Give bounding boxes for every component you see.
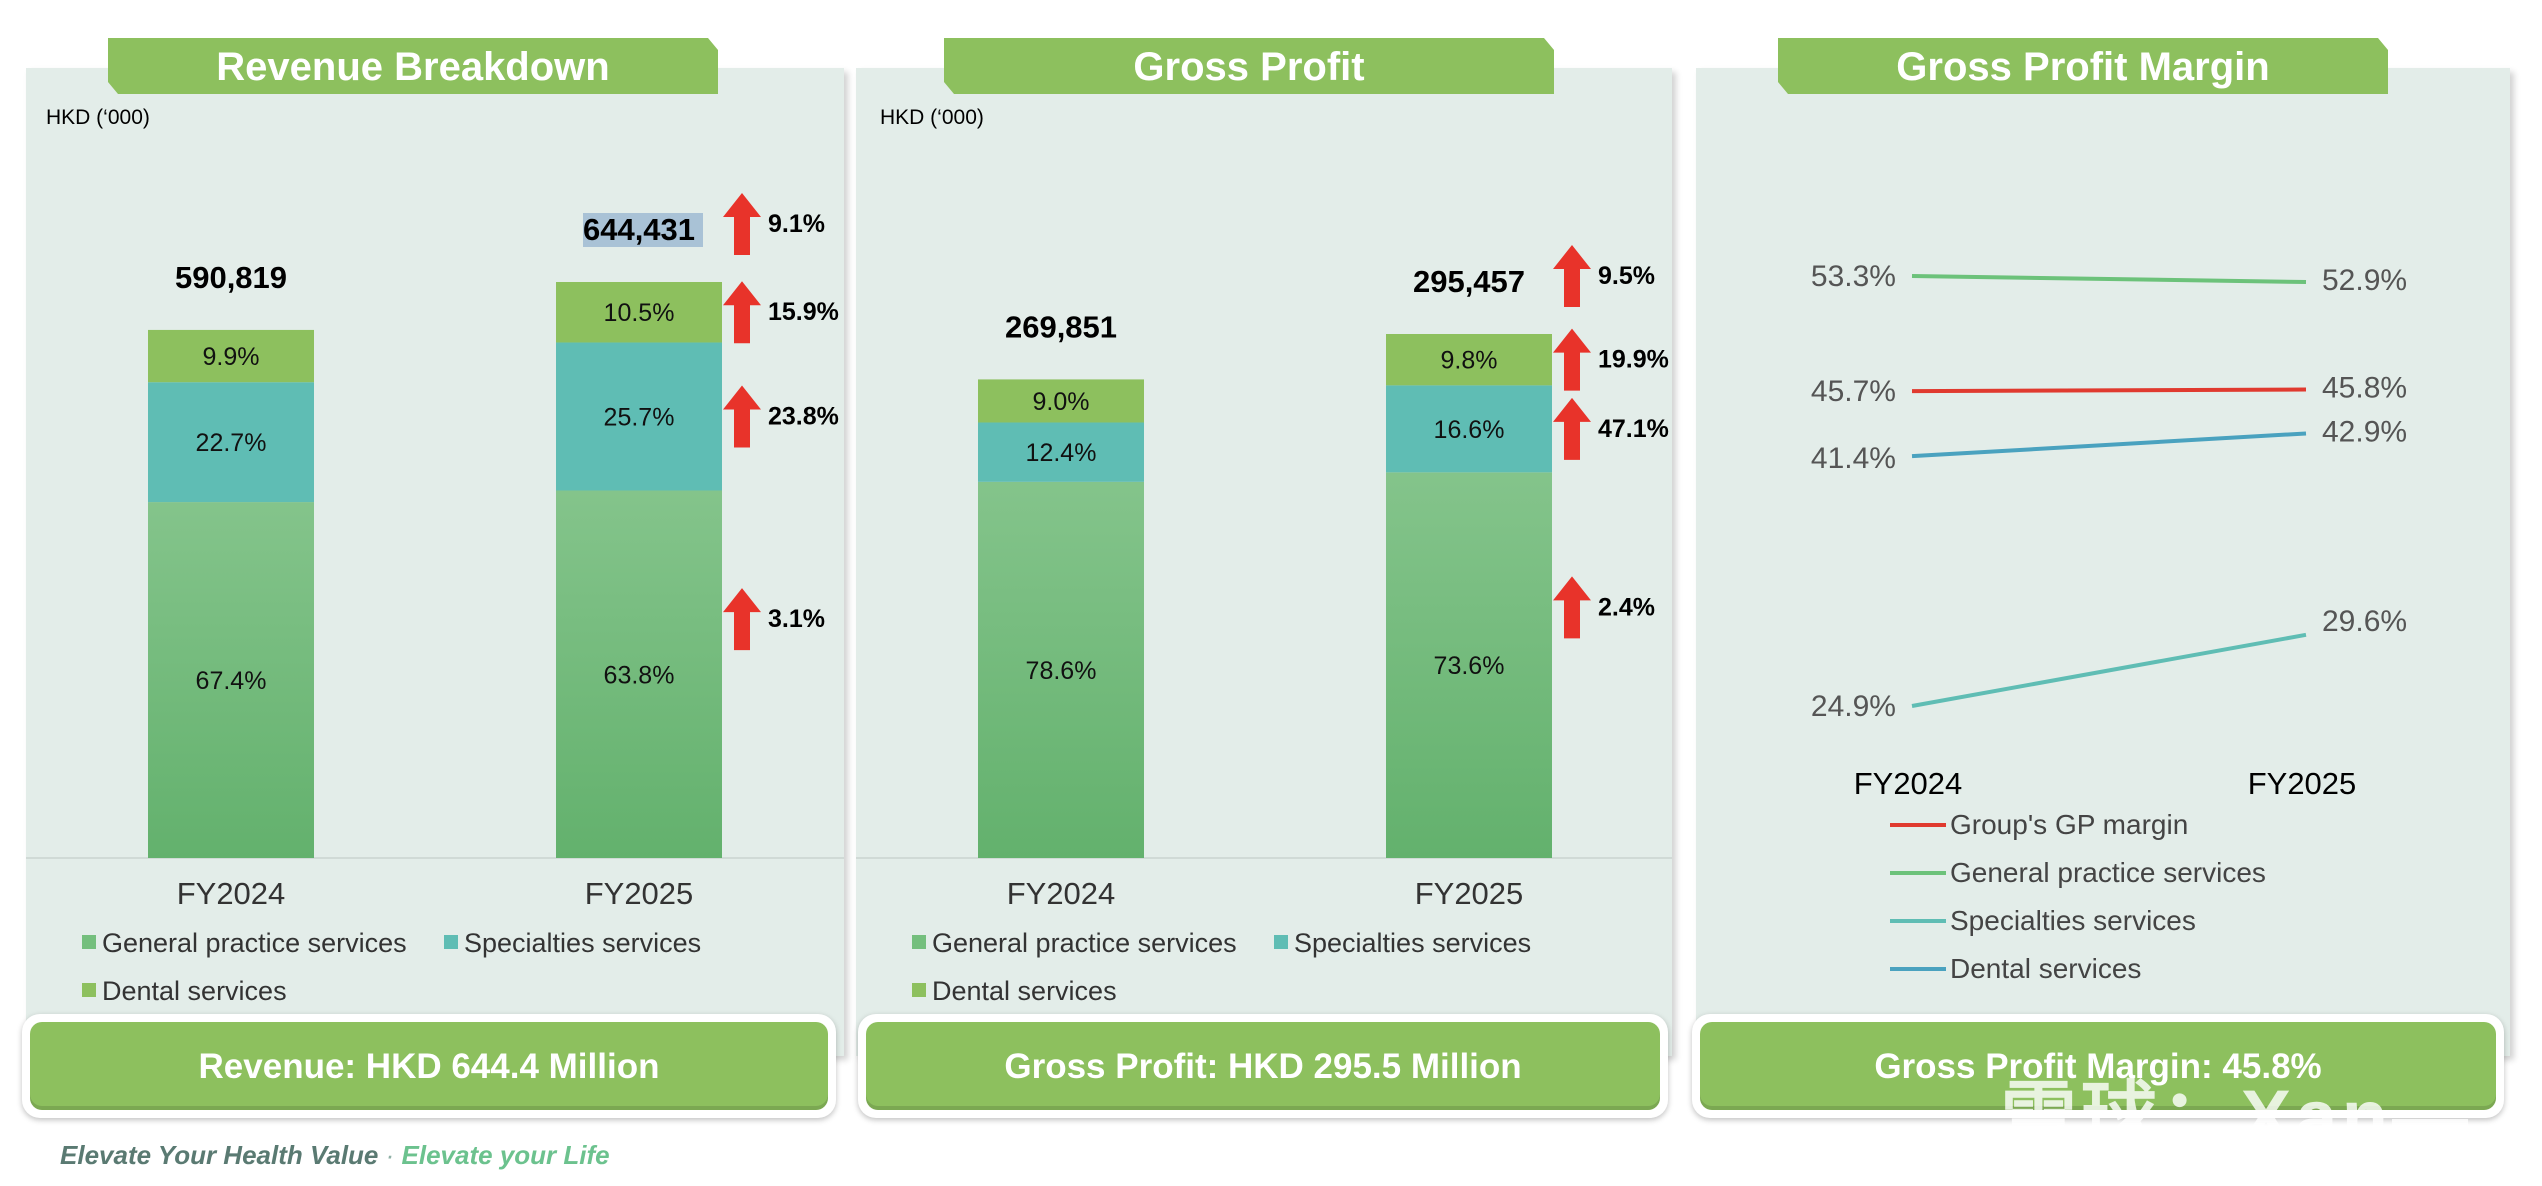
growth-arrow-general xyxy=(1553,576,1591,639)
growth-label-general: 3.1% xyxy=(768,605,825,633)
data-label-fy2024-dental: 9.9% xyxy=(203,343,260,371)
gross-profit-summary: Gross Profit: HKD 295.5 Million xyxy=(866,1022,1660,1110)
x-tick-fy2025: FY2025 xyxy=(1415,876,1524,911)
legend-label-dental: Dental services xyxy=(102,976,287,1006)
bar-fy2025-general xyxy=(556,490,722,858)
legend-label-general: General practice services xyxy=(932,928,1237,958)
legend-swatch-specialties xyxy=(1274,935,1288,949)
point-label-fy2024-specialties: 24.9% xyxy=(1811,690,1896,723)
bar-fy2025-specialties xyxy=(1386,385,1552,473)
gross-profit-title: Gross Profit xyxy=(944,38,1554,94)
data-label-fy2024-specialties: 22.7% xyxy=(196,429,267,457)
revenue-unit-label: HKD (‘000) xyxy=(46,106,150,129)
bar-fy2024-specialties xyxy=(148,382,314,503)
legend-swatch-general xyxy=(912,935,926,949)
data-label-fy2025-specialties: 16.6% xyxy=(1434,416,1505,444)
growth-label-total: 9.1% xyxy=(768,210,825,238)
data-label-fy2025-general: 73.6% xyxy=(1434,652,1505,680)
data-label-fy2025-dental: 10.5% xyxy=(604,299,675,327)
revenue-summary: Revenue: HKD 644.4 Million xyxy=(30,1022,828,1110)
point-label-fy2025-general: 52.9% xyxy=(2322,264,2407,297)
legend-label-specialties: Specialties services xyxy=(464,928,701,958)
growth-label-specialties: 47.1% xyxy=(1598,415,1669,443)
gross-profit-stacked-bar-chart: 78.6% 12.4% 9.0% 269,851 FY2024 73.6% 16.6% 9.8… xyxy=(856,245,1672,1006)
footer-left: Elevate Your Health Value xyxy=(60,1140,379,1170)
data-label-fy2024-specialties: 12.4% xyxy=(1026,439,1097,467)
point-label-fy2024-dental: 41.4% xyxy=(1811,442,1896,475)
gross-profit-unit-label: HKD (‘000) xyxy=(880,106,984,129)
footer-right: Elevate your Life xyxy=(401,1140,610,1170)
total-label-fy2024: 590,819 xyxy=(175,260,287,295)
total-label-fy2025: 644,431 xyxy=(583,212,695,247)
x-tick-fy2025: FY2025 xyxy=(585,876,694,911)
margin-summary: Gross Profit Margin: 45.8% xyxy=(1700,1022,2496,1110)
growth-label-specialties: 23.8% xyxy=(768,402,839,430)
legend-label-specialties: Specialties services xyxy=(1294,928,1531,958)
growth-arrow-dental xyxy=(723,281,761,344)
x-tick-fy2024: FY2024 xyxy=(177,876,286,911)
footer-separator: · xyxy=(385,1140,395,1170)
growth-arrow-general xyxy=(723,588,761,651)
line-dental xyxy=(1911,431,2307,459)
point-label-fy2024-group: 45.7% xyxy=(1811,375,1896,408)
growth-label-total: 9.5% xyxy=(1598,262,1655,290)
x-tick-fy2024: FY2024 xyxy=(1007,876,1116,911)
growth-label-dental: 19.9% xyxy=(1598,346,1669,374)
point-label-fy2025-specialties: 29.6% xyxy=(2322,605,2407,638)
revenue-summary-box: Revenue: HKD 644.4 Million xyxy=(22,1014,836,1118)
margin-title: Gross Profit Margin xyxy=(1778,38,2388,94)
total-label-highlight xyxy=(583,213,703,247)
total-label-fy2025: 295,457 xyxy=(1413,264,1525,299)
data-label-fy2025-specialties: 25.7% xyxy=(604,403,675,431)
line-general xyxy=(1911,274,2307,285)
watermark: 雪球：Xan— xyxy=(2000,1075,2472,1160)
margin-line-chart: 45.7% 45.8% 53.3% 52.9% 24.9% 29.6% 41.4% 42.9%… xyxy=(1811,260,2407,984)
growth-arrow-total xyxy=(723,193,761,255)
bar-fy2024-dental xyxy=(148,329,314,383)
bar-fy2025-dental xyxy=(556,282,722,343)
bar-fy2024-dental xyxy=(978,379,1144,423)
growth-arrow-dental xyxy=(1553,328,1591,391)
line-specialties xyxy=(1911,632,2307,708)
data-label-fy2025-general: 63.8% xyxy=(604,661,675,689)
legend-swatch-general xyxy=(82,935,96,949)
gross-profit-summary-box: Gross Profit: HKD 295.5 Million xyxy=(858,1014,1668,1118)
data-label-fy2025-dental: 9.8% xyxy=(1441,347,1498,375)
legend-label-dental: Dental services xyxy=(1950,953,2141,984)
legend-swatch-specialties xyxy=(444,935,458,949)
data-label-fy2024-dental: 9.0% xyxy=(1033,388,1090,416)
point-label-fy2024-general: 53.3% xyxy=(1811,260,1896,293)
legend-label-general: General practice services xyxy=(102,928,407,958)
x-tick-fy2025: FY2025 xyxy=(2248,766,2357,801)
margin-panel xyxy=(1696,68,2510,1056)
point-label-fy2025-group: 45.8% xyxy=(2322,372,2407,405)
x-tick-fy2024: FY2024 xyxy=(1854,766,1963,801)
bar-fy2025-dental xyxy=(1386,334,1552,386)
growth-label-dental: 15.9% xyxy=(768,298,839,326)
legend-swatch-dental xyxy=(82,983,96,997)
legend-swatch-dental xyxy=(912,983,926,997)
margin-summary-box: Gross Profit Margin: 45.8% xyxy=(1692,1014,2504,1118)
revenue-stacked-bar-chart: 67.4% 22.7% 9.9% 590,819 FY2024 63.8% 25.7% 10.… xyxy=(26,193,844,1006)
growth-arrow-specialties xyxy=(723,385,761,448)
growth-arrow-total xyxy=(1553,245,1591,307)
growth-label-general: 2.4% xyxy=(1598,593,1655,621)
point-label-fy2025-dental: 42.9% xyxy=(2322,415,2407,448)
line-group xyxy=(1911,387,2307,394)
bar-fy2024-general xyxy=(978,481,1144,858)
bar-fy2025-specialties xyxy=(556,342,722,491)
bar-fy2024-general xyxy=(148,502,314,858)
legend-label-dental: Dental services xyxy=(932,976,1117,1006)
growth-arrow-specialties xyxy=(1553,397,1591,460)
bar-fy2025-general xyxy=(1386,472,1552,858)
revenue-title: Revenue Breakdown xyxy=(108,38,718,94)
data-label-fy2024-general: 67.4% xyxy=(196,667,267,695)
legend-label-group: Group's GP margin xyxy=(1950,809,2188,840)
footer-tagline: Elevate Your Health Value · Elevate your… xyxy=(60,1140,610,1171)
legend-label-general: General practice services xyxy=(1950,857,2266,888)
data-label-fy2024-general: 78.6% xyxy=(1026,657,1097,685)
total-label-fy2024: 269,851 xyxy=(1005,309,1117,344)
bar-fy2024-specialties xyxy=(978,422,1144,482)
legend-label-specialties: Specialties services xyxy=(1950,905,2196,936)
